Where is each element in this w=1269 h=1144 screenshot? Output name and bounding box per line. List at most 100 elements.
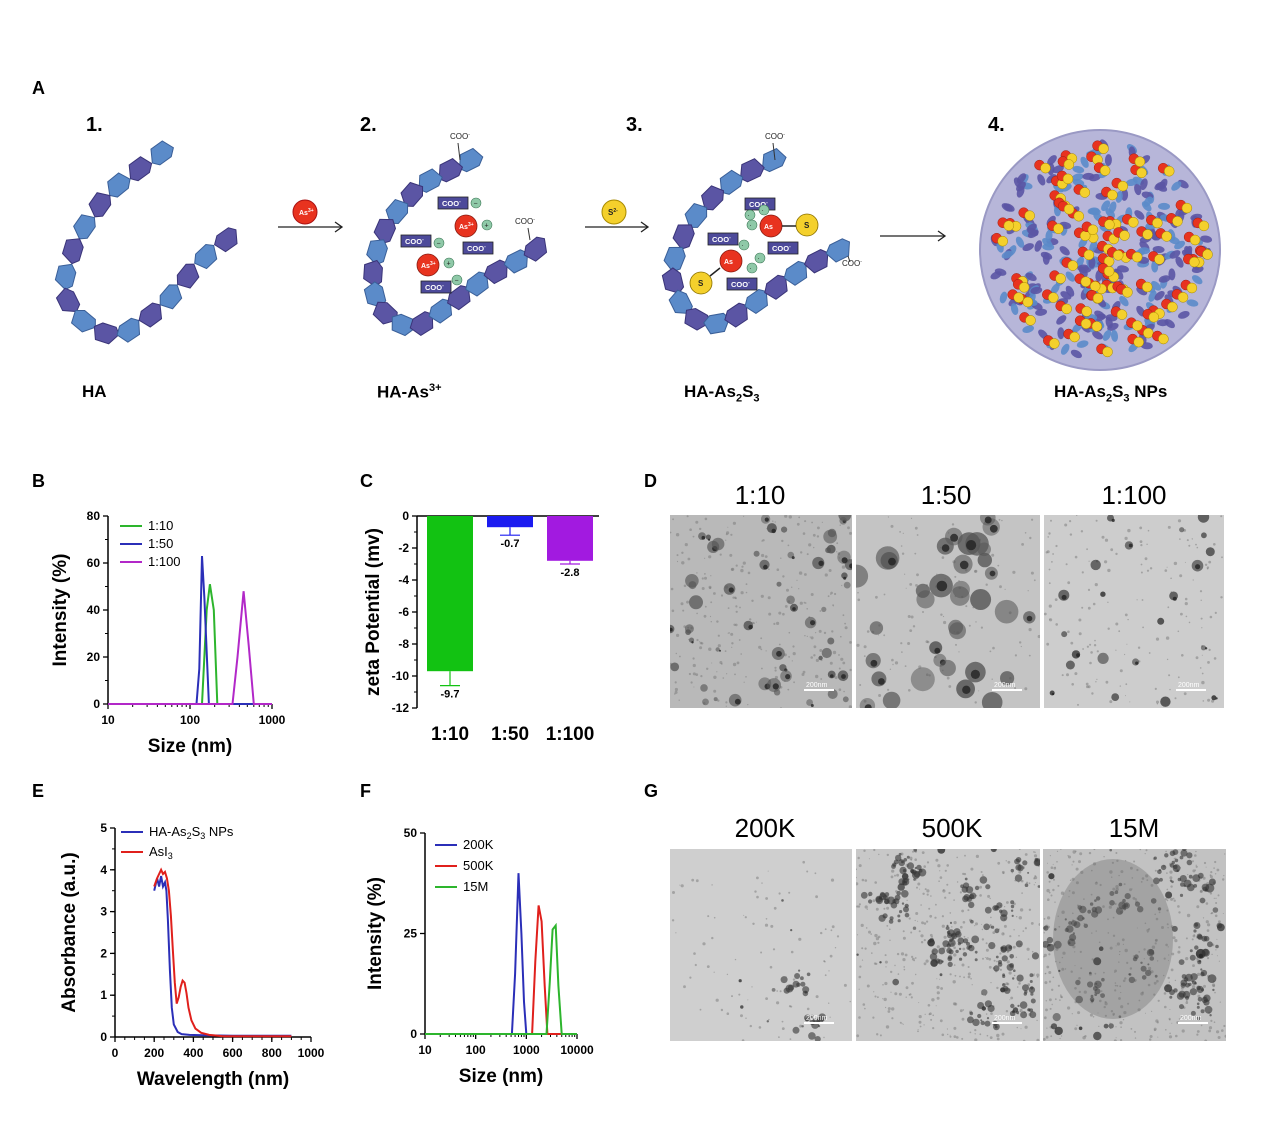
tem-aggregate: [1043, 940, 1049, 948]
tem-speck: [788, 656, 790, 658]
tem-speck: [1203, 861, 1207, 865]
tem-aggregate: [991, 925, 995, 929]
tem-speck: [1114, 902, 1117, 905]
tem-aggregate: [971, 935, 980, 944]
ion-sign: −: [474, 201, 478, 208]
np-sulfur: [1083, 249, 1095, 261]
tem-speck: [993, 959, 996, 962]
tem-aggregate: [1118, 882, 1123, 887]
tem-speck: [1125, 695, 1126, 697]
tem-speck: [1136, 599, 1138, 601]
np-sulfur: [1107, 189, 1118, 201]
tem-aggregate: [1134, 954, 1139, 959]
tem-speck: [716, 671, 718, 673]
tem-speck: [1146, 569, 1150, 572]
tem-speck: [1018, 982, 1021, 985]
tem-speck: [1196, 546, 1199, 549]
tem-speck: [1021, 543, 1024, 546]
tem-speck: [908, 994, 911, 996]
tem-speck: [1118, 874, 1120, 877]
tem-speck: [878, 853, 880, 856]
tem-particle: [1100, 591, 1106, 597]
tem-particle-core: [810, 620, 816, 626]
tem-speck: [1149, 1038, 1152, 1041]
tem-particle: [937, 849, 946, 854]
tem-speck: [808, 543, 812, 547]
tem-speck: [1168, 954, 1170, 956]
np-sugar: [1076, 340, 1089, 348]
step-4-label: 4.: [988, 114, 1005, 136]
np-sugar: [1108, 201, 1117, 214]
tem-speck: [1140, 881, 1143, 883]
tem-speck: [798, 516, 801, 519]
tem-aggregate: [1014, 874, 1023, 882]
tem-speck: [713, 592, 716, 595]
tem-speck: [1155, 637, 1160, 641]
tem-speck: [686, 600, 690, 604]
tem-speck: [887, 1010, 891, 1013]
np-sulfur: [1024, 210, 1035, 221]
tem-speck: [1170, 577, 1172, 580]
x-tick-label: 0: [112, 1046, 119, 1060]
tem-speck: [813, 546, 815, 549]
tem-speck: [939, 870, 941, 872]
tem-speck: [743, 681, 745, 683]
tem-speck: [949, 973, 952, 976]
np-sulfur: [1117, 180, 1129, 192]
tem-aggregate: [980, 1020, 985, 1026]
tem-particle: [1078, 1026, 1083, 1031]
tem-speck: [1186, 913, 1191, 918]
tem-speck: [765, 650, 767, 652]
tem-speck: [963, 872, 967, 876]
tem-speck: [886, 925, 889, 927]
tem-speck: [1177, 905, 1180, 908]
tem-speck: [802, 860, 805, 864]
tem-particle: [1000, 671, 1015, 686]
tem-speck: [1137, 1008, 1141, 1012]
tem-speck: [699, 527, 702, 531]
tem-aggregate: [1101, 977, 1105, 982]
tem-aggregate: [1079, 905, 1087, 914]
tem-speck: [804, 635, 806, 637]
tem-speck: [883, 634, 886, 637]
tem-aggregate: [801, 1025, 804, 1028]
sulfur-atom: [795, 213, 819, 237]
tem-aggregate: [818, 1013, 827, 1022]
tem-particle-core: [791, 556, 795, 560]
tem-speck: [781, 539, 784, 543]
coo-label: COO-: [731, 280, 750, 289]
tem-speck: [1120, 870, 1124, 874]
tem-particle: [1090, 559, 1101, 571]
tem-speck: [776, 621, 780, 625]
tem-speck: [1115, 1037, 1117, 1039]
tem-speck: [913, 959, 915, 962]
np-sulfur: [1055, 273, 1066, 284]
panel-label-d: D: [644, 471, 657, 491]
tem-speck: [894, 661, 899, 665]
tem-speck: [828, 1002, 830, 1004]
tem-particle: [860, 891, 868, 899]
tem-aggregate: [1199, 897, 1206, 904]
np-sugar: [1071, 173, 1084, 181]
tem-speck: [909, 629, 913, 632]
tem-speck: [1172, 897, 1175, 900]
tem-speck: [1005, 982, 1009, 986]
tem-speck: [670, 531, 672, 534]
tem-speck: [1049, 618, 1051, 620]
tem-speck: [1214, 991, 1216, 994]
tem-speck: [891, 658, 894, 662]
tem-aggregate: [1196, 933, 1203, 939]
tem-speck: [946, 1028, 948, 1030]
tem-speck: [884, 954, 887, 957]
tem-particle: [700, 684, 708, 692]
tem-speck: [815, 895, 818, 899]
tem-aggregate: [1128, 973, 1132, 976]
tem-speck: [1166, 888, 1169, 891]
tem-speck: [1169, 876, 1173, 880]
tem-speck: [928, 907, 931, 910]
np-sugar: [1119, 295, 1129, 307]
step-3-label: 3.: [626, 114, 643, 136]
tem-speck: [883, 593, 886, 596]
tem-speck: [671, 609, 675, 613]
